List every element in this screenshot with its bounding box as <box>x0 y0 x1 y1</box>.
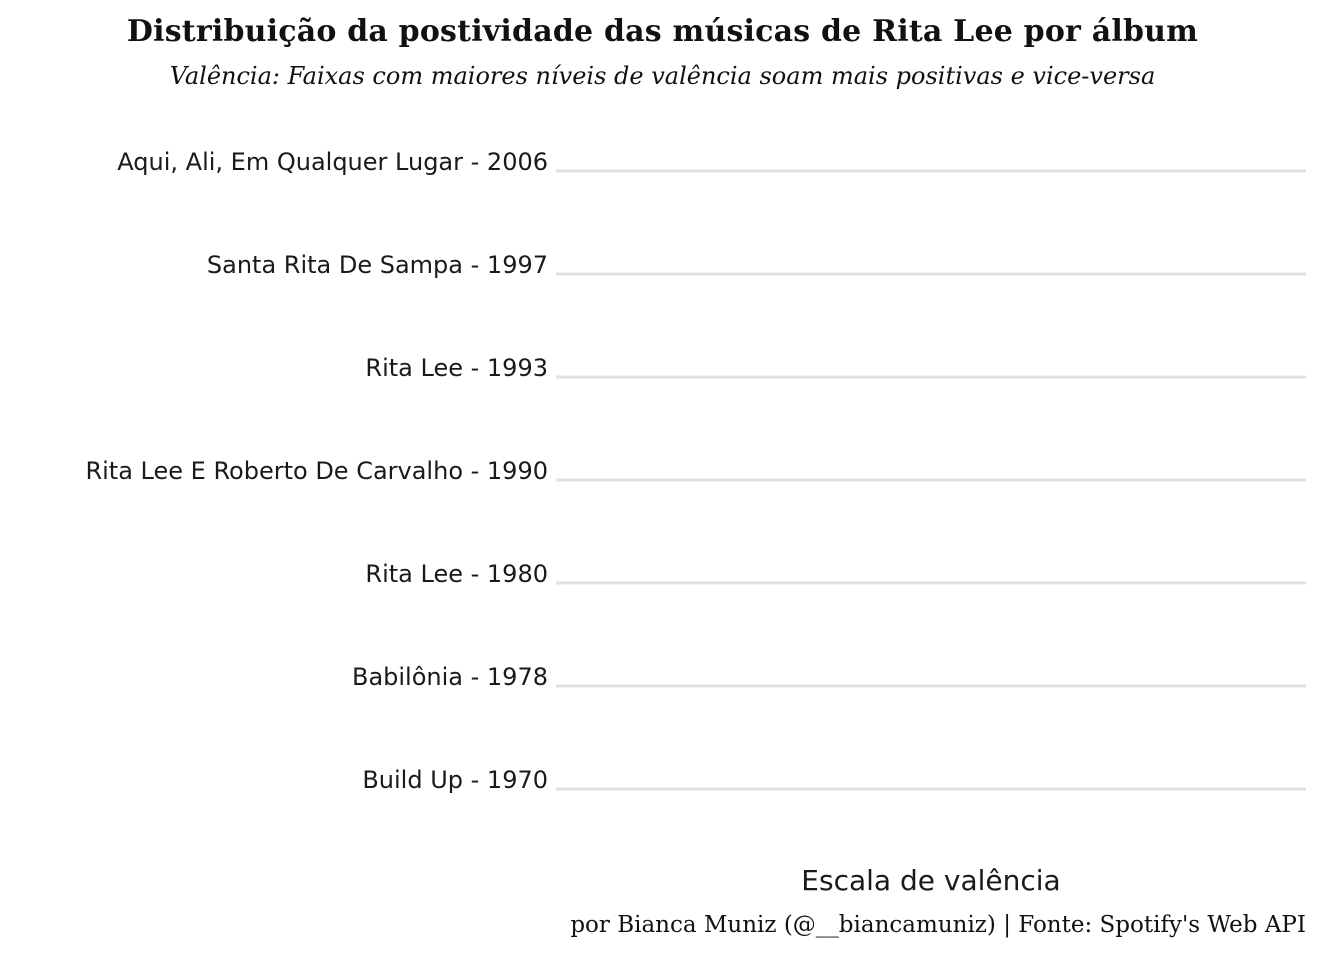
y-tick-label: Rita Lee E Roberto De Carvalho - 1990 <box>85 457 548 485</box>
chart-subtitle: Valência: Faixas com maiores níveis de v… <box>169 62 1156 90</box>
x-axis-label: Escala de valência <box>801 864 1061 897</box>
y-tick-label: Rita Lee - 1980 <box>365 560 548 588</box>
chart-title: Distribuição da postividade das músicas … <box>126 14 1199 49</box>
y-tick-label: Aqui, Ali, Em Qualquer Lugar - 2006 <box>117 148 548 176</box>
chart-caption: por Bianca Muniz (@__biancamuniz) | Font… <box>570 912 1306 938</box>
y-tick-label: Build Up - 1970 <box>362 766 548 794</box>
y-tick-label: Babilônia - 1978 <box>352 663 548 691</box>
y-tick-label: Rita Lee - 1993 <box>365 354 548 382</box>
y-tick-label: Santa Rita De Sampa - 1997 <box>207 251 548 279</box>
